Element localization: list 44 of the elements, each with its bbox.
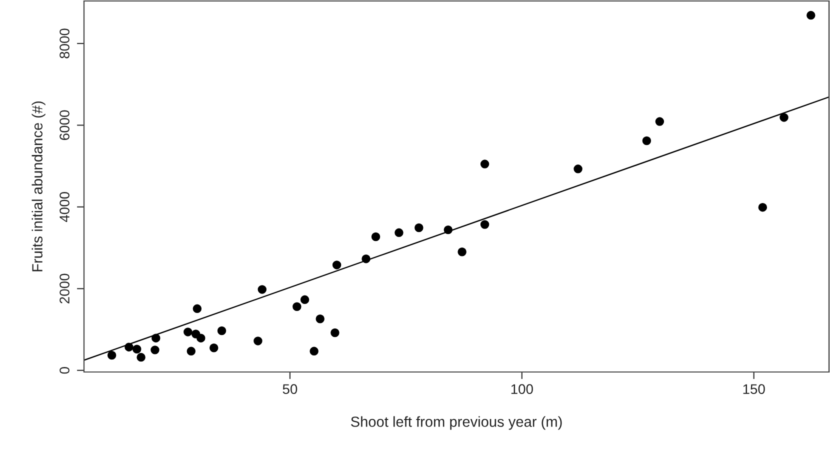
point	[444, 225, 453, 234]
point	[655, 117, 664, 126]
point	[332, 260, 342, 270]
point	[480, 160, 490, 168]
point	[292, 302, 302, 311]
point	[186, 346, 196, 356]
point	[480, 220, 490, 229]
point	[196, 334, 206, 342]
y-tick-label: 0	[60, 367, 70, 374]
point	[150, 346, 160, 354]
x-axis-title: Shoot left from previous year (m)	[351, 416, 562, 430]
point	[330, 328, 340, 338]
y-tick-label: 4000	[60, 192, 70, 222]
point	[414, 223, 424, 232]
point	[184, 328, 192, 336]
y-tick-label: 6000	[60, 110, 70, 140]
point	[107, 350, 116, 360]
point	[136, 352, 146, 362]
x-tick-label: 100	[511, 384, 533, 394]
point	[192, 304, 202, 314]
point	[258, 285, 266, 294]
point	[300, 295, 310, 304]
point	[780, 113, 788, 122]
point	[758, 202, 768, 212]
point	[132, 344, 142, 354]
point	[806, 10, 816, 20]
point	[642, 136, 652, 146]
point	[310, 346, 318, 356]
y-tick-label: 8000	[60, 28, 70, 58]
point	[152, 334, 160, 342]
y-tick-label: 2000	[60, 274, 70, 304]
point	[217, 326, 226, 336]
point	[124, 342, 134, 352]
point	[458, 248, 466, 256]
point	[210, 344, 218, 352]
point	[316, 314, 324, 324]
point	[254, 336, 262, 346]
point	[371, 232, 380, 242]
point	[574, 164, 582, 174]
y-axis-title: Fruits initial abundance (#)	[32, 101, 46, 272]
point	[362, 254, 370, 264]
x-tick-label: 50	[282, 384, 298, 394]
point	[394, 228, 404, 238]
x-tick-label: 150	[743, 384, 765, 394]
